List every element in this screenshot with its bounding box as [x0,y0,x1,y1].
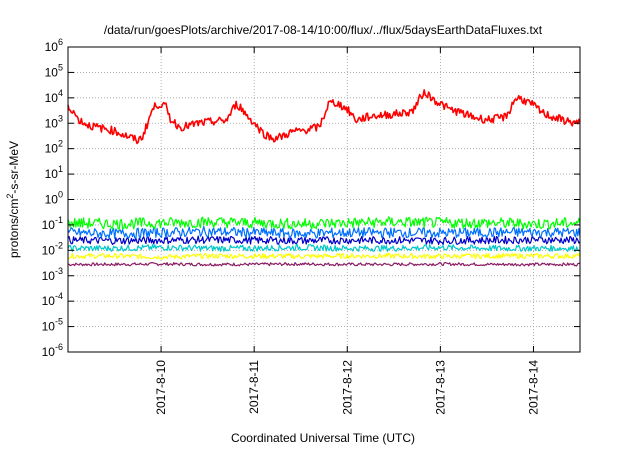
series-line-2 [67,225,581,240]
y-tick-label: 102 [45,139,63,156]
series-line-3 [67,235,581,246]
series-line-0 [67,89,581,145]
data-series [67,89,581,267]
x-axis-label: Coordinated Universal Time (UTC) [231,431,415,445]
x-tick-label: 2017-8-11 [247,360,261,414]
y-tick-label: 103 [45,113,63,130]
chart-title: /data/run/goesPlots/archive/2017-08-14/1… [104,23,543,37]
y-tick-label: 104 [45,88,63,105]
y-tick-label: 10-5 [42,317,63,334]
series-line-5 [67,252,581,260]
y-tick-label: 10-3 [42,266,63,283]
y-tick-label: 100 [45,190,63,207]
x-tick-label: 2017-8-12 [340,360,354,415]
y-tick-label: 10-4 [42,291,63,308]
x-tick-label: 2017-8-10 [154,360,168,415]
x-tick-label: 2017-8-13 [433,360,447,415]
y-axis-label: protons/cm2-s-sr-MeV [5,141,21,258]
y-tick-label: 101 [45,164,63,181]
series-line-4 [67,244,581,252]
x-tick-label: 2017-8-14 [526,360,540,415]
y-tick-label: 10-6 [42,342,63,359]
y-tick-label: 10-1 [42,215,63,232]
y-tick-label: 106 [45,37,63,54]
y-axis-label-text: protons/cm2-s-sr-MeV [5,141,21,258]
y-tick-label: 10-2 [42,240,63,257]
axis-ticks: 10-6 10-5 10-4 10-3 10-2 10-1 100 101 102 103 104 1… [42,37,580,415]
series-line-1 [67,216,581,230]
y-tick-label: 105 [45,62,63,79]
series-line-6 [67,261,581,267]
